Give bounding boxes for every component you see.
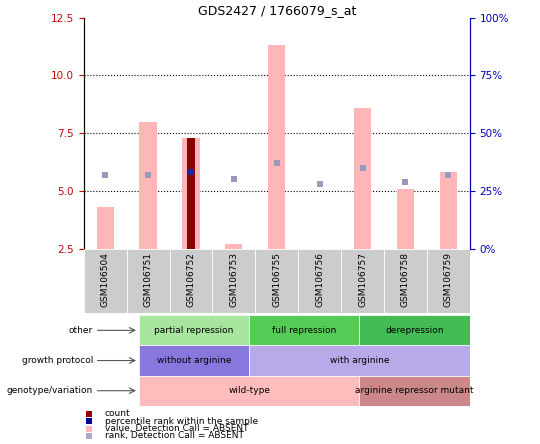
Bar <box>311 249 328 258</box>
Bar <box>139 315 249 345</box>
Text: arginine repressor mutant: arginine repressor mutant <box>355 386 474 395</box>
Text: GSM106757: GSM106757 <box>358 252 367 307</box>
Text: without arginine: without arginine <box>157 356 231 365</box>
Text: GSM106756: GSM106756 <box>315 252 324 307</box>
Bar <box>139 376 360 406</box>
Bar <box>126 249 170 313</box>
Text: with arginine: with arginine <box>330 356 389 365</box>
Text: GSM106751: GSM106751 <box>144 252 153 307</box>
Text: full repression: full repression <box>272 326 336 335</box>
Bar <box>225 244 242 249</box>
Bar <box>397 189 414 249</box>
Text: genotype/variation: genotype/variation <box>6 386 93 395</box>
Text: percentile rank within the sample: percentile rank within the sample <box>105 417 258 426</box>
Text: GSM106759: GSM106759 <box>444 252 453 307</box>
Bar <box>212 249 255 313</box>
Text: GSM106504: GSM106504 <box>100 252 110 307</box>
Text: value, Detection Call = ABSENT: value, Detection Call = ABSENT <box>105 424 248 433</box>
Bar <box>183 138 200 249</box>
Bar <box>354 108 371 249</box>
Bar <box>440 172 457 249</box>
Text: GSM106755: GSM106755 <box>272 252 281 307</box>
Text: other: other <box>69 326 93 335</box>
Bar <box>139 345 249 376</box>
Text: GSM106758: GSM106758 <box>401 252 410 307</box>
Text: growth protocol: growth protocol <box>22 356 93 365</box>
Bar <box>249 315 360 345</box>
Bar <box>268 45 285 249</box>
Text: wild-type: wild-type <box>228 386 270 395</box>
Bar <box>341 249 384 313</box>
Bar <box>97 207 114 249</box>
Bar <box>360 315 470 345</box>
Bar <box>384 249 427 313</box>
Bar <box>255 249 298 313</box>
Bar <box>427 249 470 313</box>
Text: rank, Detection Call = ABSENT: rank, Detection Call = ABSENT <box>105 432 244 440</box>
Title: GDS2427 / 1766079_s_at: GDS2427 / 1766079_s_at <box>198 4 356 16</box>
Bar <box>360 376 470 406</box>
Bar <box>298 249 341 313</box>
Text: derepression: derepression <box>386 326 444 335</box>
Text: partial repression: partial repression <box>154 326 234 335</box>
Bar <box>139 122 157 249</box>
Text: count: count <box>105 409 130 418</box>
Text: GSM106752: GSM106752 <box>186 252 195 307</box>
Text: GSM106753: GSM106753 <box>230 252 238 307</box>
Bar <box>187 138 195 249</box>
Bar <box>170 249 212 313</box>
Bar <box>249 345 470 376</box>
Bar <box>84 249 126 313</box>
